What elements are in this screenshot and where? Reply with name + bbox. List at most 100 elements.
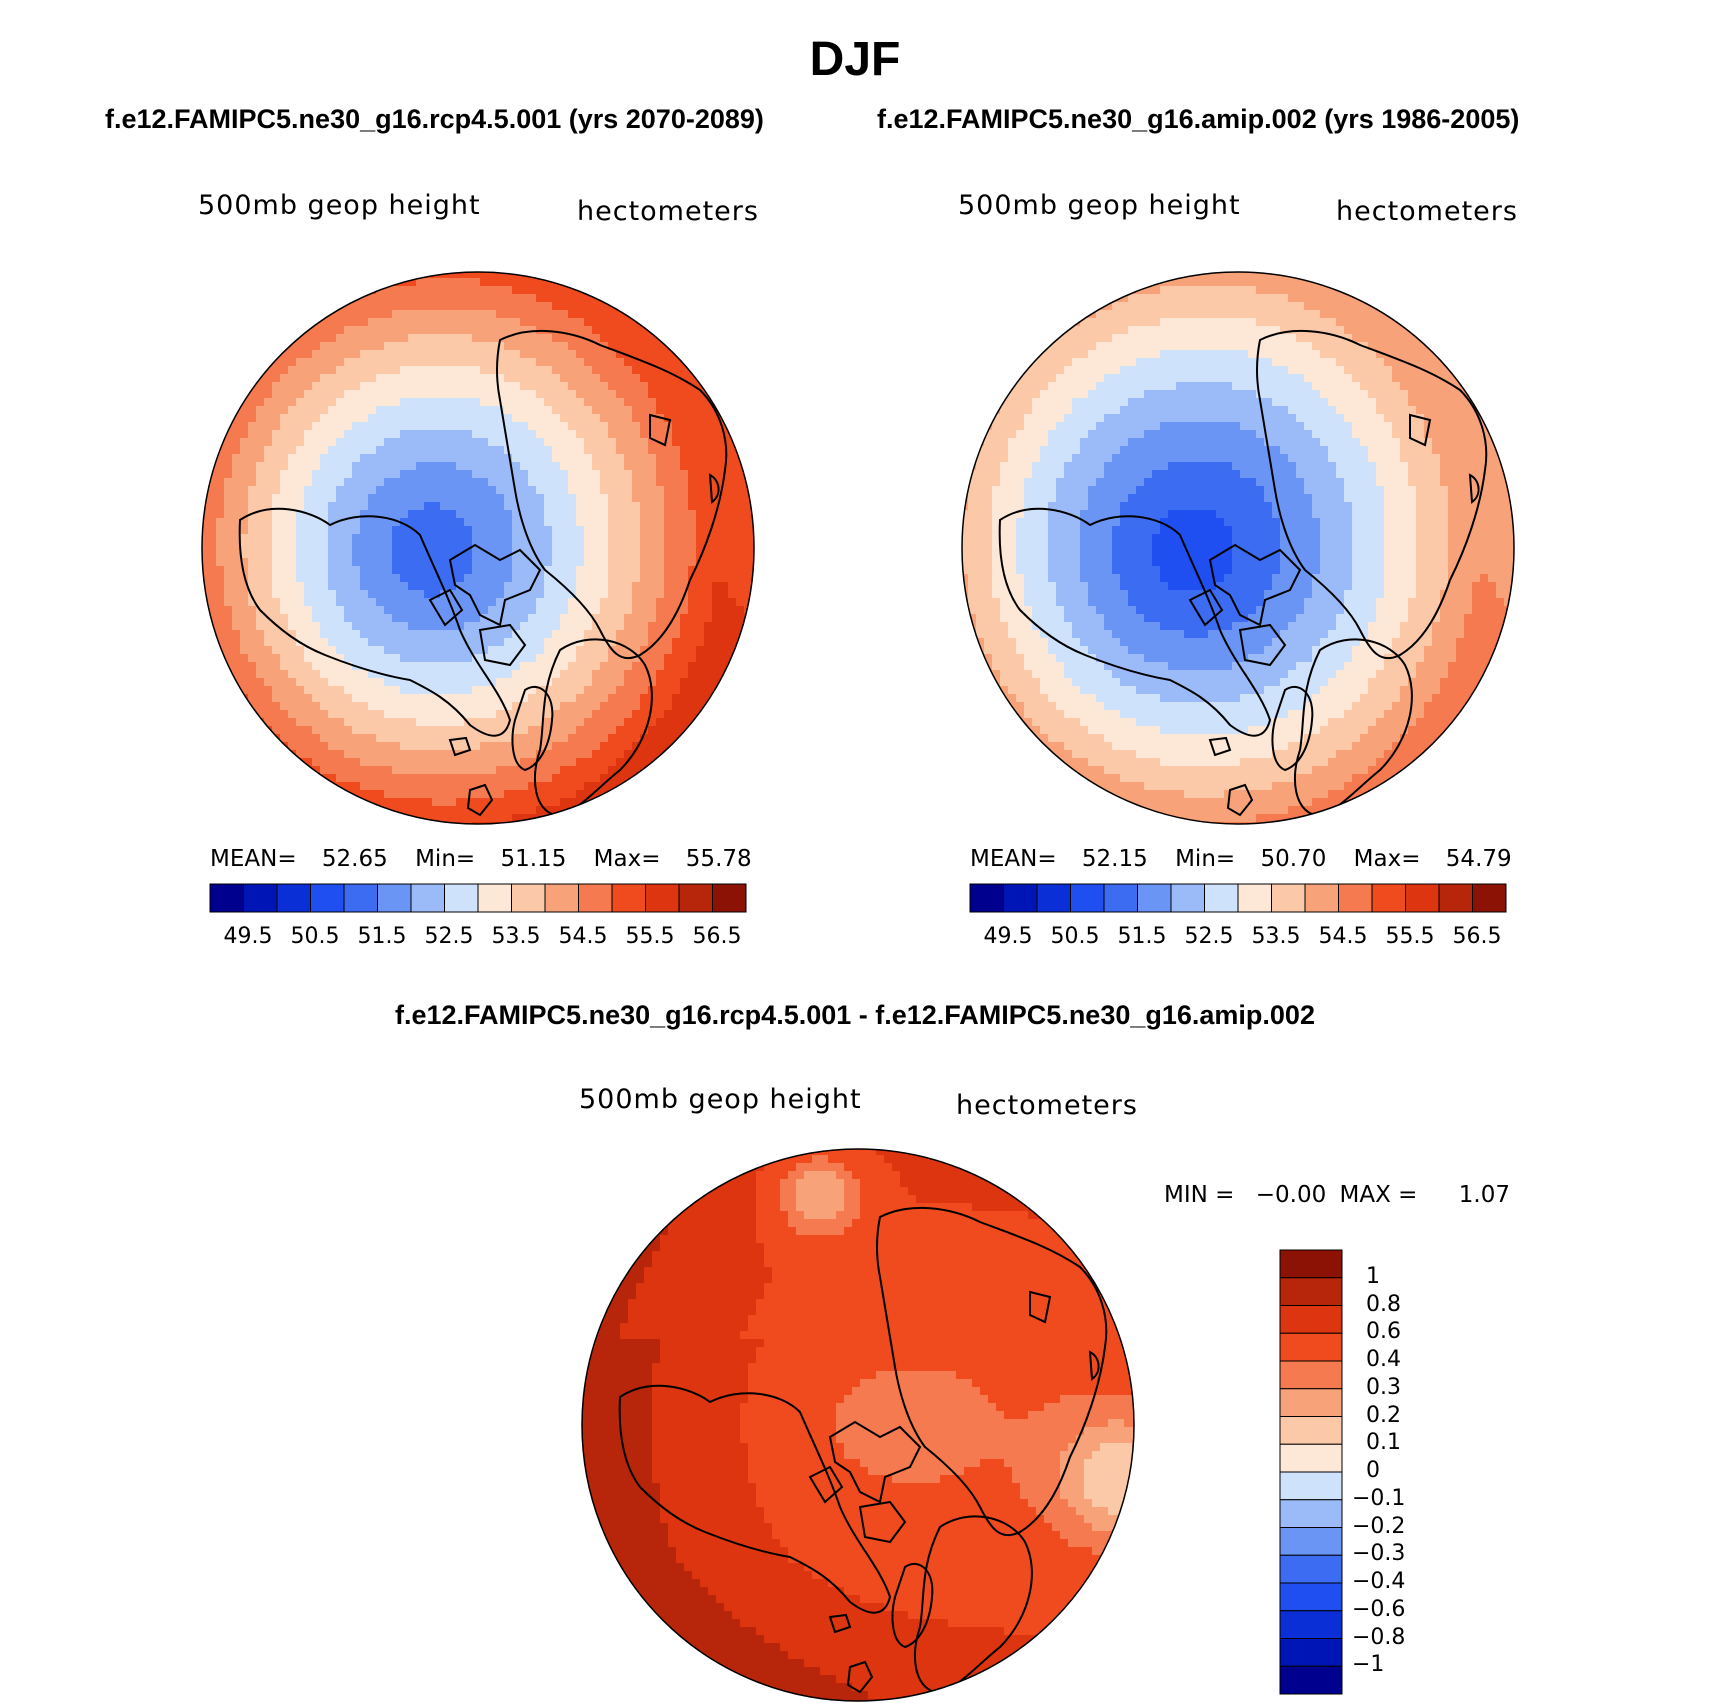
field-cell (376, 334, 385, 343)
field-cell (648, 646, 657, 655)
field-cell (312, 790, 321, 799)
field-cell (744, 798, 753, 807)
field-cell (704, 638, 713, 647)
field-cell (736, 430, 745, 439)
field-cell (1432, 272, 1441, 279)
field-cell (488, 758, 497, 767)
field-cell (288, 542, 297, 551)
field-cell (696, 494, 705, 503)
field-cell (528, 358, 537, 367)
field-cell (632, 654, 641, 663)
field-cell (288, 326, 297, 335)
field-cell (440, 726, 449, 735)
field-cell (544, 526, 553, 535)
field-cell (408, 534, 417, 543)
field-cell (304, 686, 313, 695)
field-cell (744, 758, 753, 767)
field-cell (752, 374, 754, 383)
field-cell (296, 542, 305, 551)
field-cell (632, 710, 641, 719)
field-cell (376, 518, 385, 527)
field-cell (320, 406, 329, 415)
field-cell (208, 694, 217, 703)
field-cell (704, 798, 713, 807)
field-cell (632, 766, 641, 775)
field-cell (456, 526, 465, 535)
field-cell (320, 638, 329, 647)
field-cell (392, 622, 401, 631)
field-cell (608, 550, 617, 559)
field-cell (632, 750, 641, 759)
field-cell (272, 342, 281, 351)
field-cell (1080, 272, 1089, 279)
field-cell (216, 286, 225, 295)
field-cell (552, 710, 561, 719)
field-cell (712, 518, 721, 527)
field-cell (208, 582, 217, 591)
field-cell (272, 406, 281, 415)
field-cell (552, 438, 561, 447)
field-cell (752, 358, 754, 367)
field-cell (576, 494, 585, 503)
field-cell (560, 774, 569, 783)
field-cell (752, 494, 754, 503)
field-cell (600, 686, 609, 695)
field-cell (472, 310, 481, 319)
field-cell (416, 710, 425, 719)
field-cell (392, 334, 401, 343)
field-cell (656, 446, 665, 455)
field-cell (456, 382, 465, 391)
field-cell (272, 374, 281, 383)
field-cell (1488, 272, 1497, 279)
field-cell (616, 670, 625, 679)
field-cell (688, 670, 697, 679)
field-cell (296, 510, 305, 519)
field-cell (432, 326, 441, 335)
field-cell (448, 294, 457, 303)
field-cell (296, 814, 305, 823)
field-cell (408, 782, 417, 791)
field-cell (208, 350, 217, 359)
field-cell (552, 606, 561, 615)
field-cell (384, 790, 393, 799)
field-cell (632, 814, 641, 823)
field-cell (264, 638, 273, 647)
field-cell (480, 374, 489, 383)
field-cell (624, 646, 633, 655)
field-cell (280, 582, 289, 591)
field-cell (640, 822, 649, 824)
field-cell (632, 534, 641, 543)
field-cell (312, 358, 321, 367)
field-cell (640, 790, 649, 799)
field-cell (696, 798, 705, 807)
field-cell (202, 662, 209, 671)
field-cell (728, 302, 737, 311)
field-cell (304, 566, 313, 575)
field-cell (272, 654, 281, 663)
field-cell (488, 294, 497, 303)
field-cell (712, 558, 721, 567)
field-cell (224, 606, 233, 615)
field-cell (640, 462, 649, 471)
field-cell (552, 326, 561, 335)
field-cell (600, 502, 609, 511)
field-cell (456, 774, 465, 783)
field-cell (712, 814, 721, 823)
field-cell (376, 342, 385, 351)
field-cell (720, 686, 729, 695)
field-cell (416, 694, 425, 703)
field-cell (416, 526, 425, 535)
field-cell (696, 382, 705, 391)
field-cell (512, 326, 521, 335)
field-cell (202, 734, 209, 743)
field-cell (736, 438, 745, 447)
field-cell (736, 750, 745, 759)
field-cell (512, 678, 521, 687)
field-cell (696, 606, 705, 615)
field-cell (376, 494, 385, 503)
field-cell (624, 582, 633, 591)
field-cell (680, 462, 689, 471)
field-cell (288, 310, 297, 319)
field-cell (680, 598, 689, 607)
field-cell (496, 534, 505, 543)
